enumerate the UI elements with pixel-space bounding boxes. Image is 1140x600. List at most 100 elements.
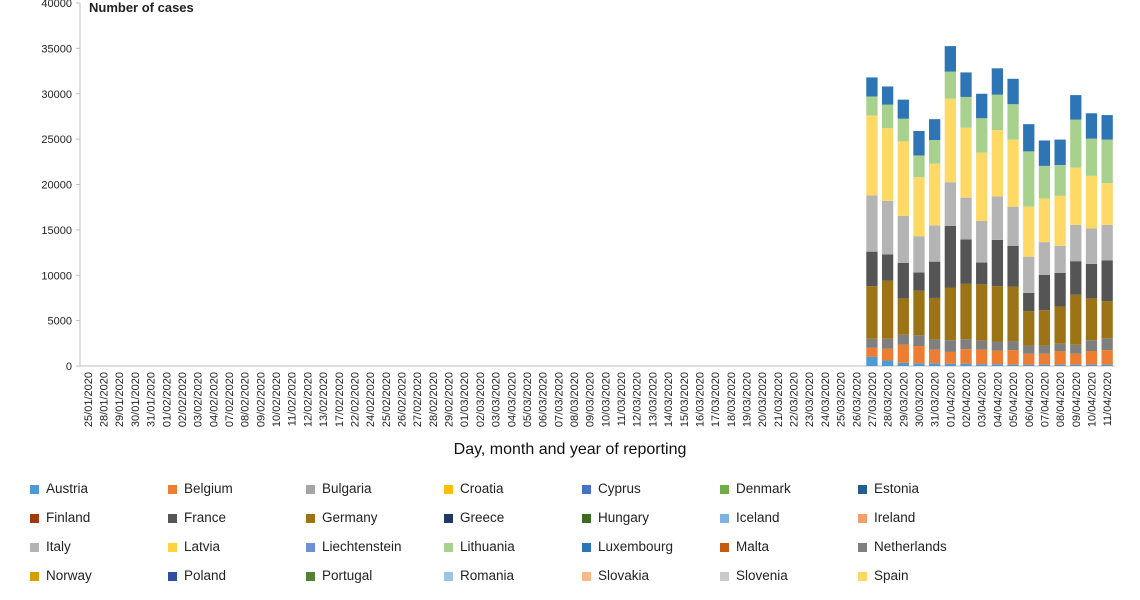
bar-segment [1054, 306, 1066, 344]
bar-segment [960, 363, 972, 366]
x-tick-label: 31/03/2020 [930, 372, 942, 427]
legend-label: Germany [322, 510, 378, 525]
x-tick-label: 12/02/2020 [302, 372, 314, 427]
bar-segment [1070, 261, 1082, 295]
legend-label: Greece [460, 510, 505, 525]
legend-swatch [30, 514, 39, 523]
legend-label: Cyprus [598, 481, 641, 496]
legend-swatch [30, 572, 39, 581]
x-tick-label: 28/01/2020 [99, 372, 111, 427]
x-tick-label: 05/04/2020 [1008, 372, 1020, 427]
bar-segment [1023, 353, 1035, 365]
x-tick-label: 09/03/2020 [585, 372, 597, 427]
bar-segment [913, 290, 925, 336]
bar-segment [1101, 364, 1113, 366]
x-tick-label: 06/03/2020 [538, 372, 550, 427]
legend-label: France [184, 510, 227, 525]
legend-swatch [306, 543, 315, 552]
legend-label: Croatia [460, 481, 504, 496]
y-tick-label: 0 [66, 361, 72, 373]
bar-segment [1101, 183, 1113, 225]
bar-segment [1007, 139, 1019, 207]
bar-segment [929, 225, 941, 262]
bar-segment [1054, 272, 1066, 307]
bar-segment [881, 280, 894, 339]
legend-swatch [30, 543, 39, 552]
bar-segment [976, 349, 988, 365]
x-tick-label: 02/03/2020 [475, 372, 487, 427]
bar-segment [897, 118, 909, 142]
bar-segment [1054, 164, 1066, 196]
x-tick-label: 04/02/2020 [208, 372, 220, 427]
bar-segment [960, 283, 972, 340]
bar-segment [1085, 228, 1098, 264]
y-tick-label: 15000 [41, 225, 72, 237]
bar-segment [944, 46, 956, 72]
x-tick-label: 07/04/2020 [1039, 372, 1051, 427]
bar-segment [1101, 115, 1113, 140]
bar-segment [1038, 165, 1051, 199]
x-tick-label: 11/03/2020 [616, 372, 628, 426]
legend-swatch [306, 485, 315, 494]
x-tick-label: 20/03/2020 [757, 372, 769, 427]
bar-segment [1023, 364, 1035, 366]
x-tick-label: 05/03/2020 [522, 372, 534, 427]
bar-segment [866, 356, 878, 366]
legend-label: Luxembourg [598, 539, 674, 554]
bar-segment [1023, 206, 1035, 257]
bar-segment [1101, 301, 1113, 339]
y-tick-label: 25000 [41, 134, 72, 146]
bar-segment [1085, 340, 1098, 352]
x-tick-label: 24/02/2020 [365, 372, 377, 427]
bar-segment [1085, 364, 1098, 366]
bar-segment [1054, 245, 1066, 273]
x-tick-label: 21/03/2020 [773, 372, 785, 427]
legend-label: Norway [46, 568, 92, 583]
x-tick-label: 06/04/2020 [1024, 372, 1036, 427]
x-tick-label: 08/03/2020 [569, 372, 581, 427]
y-tick-label: 30000 [41, 89, 72, 101]
x-tick-label: 31/01/2020 [146, 372, 158, 427]
bar-segment [1007, 245, 1019, 287]
x-tick-label: 11/04/2020 [1102, 372, 1114, 426]
bar-segment [929, 349, 941, 364]
bar-segment [881, 338, 894, 349]
bar-segment [1007, 364, 1019, 366]
x-tick-label: 01/04/2020 [945, 372, 957, 427]
legend-label: Netherlands [874, 539, 947, 554]
bar-segment [1007, 104, 1019, 140]
legend-swatch [720, 514, 729, 523]
bar-segment [1038, 140, 1051, 166]
bar-segment [1085, 351, 1098, 365]
bar-segment [1038, 310, 1051, 346]
bar-segment [976, 118, 988, 153]
legend-swatch [168, 543, 177, 552]
x-tick-label: 28/02/2020 [428, 372, 440, 427]
bar-segment [960, 127, 972, 198]
bar-segment [944, 340, 956, 352]
bar-segment [991, 130, 1004, 197]
legend-label: Romania [460, 568, 515, 583]
bar-segment [1101, 260, 1113, 302]
bar-segment [881, 104, 894, 129]
bar-segment [866, 195, 878, 252]
x-tick-label: 18/03/2020 [726, 372, 738, 427]
bar-segment [991, 341, 1004, 351]
x-tick-label: 25/02/2020 [381, 372, 393, 427]
bar-segment [881, 360, 894, 366]
bar-segment [944, 182, 956, 226]
bar-segment [944, 287, 956, 341]
bar-segment [1023, 345, 1035, 354]
y-tick-label: 5000 [48, 316, 72, 328]
legend-swatch [444, 543, 453, 552]
x-tick-label: 29/03/2020 [898, 372, 910, 427]
bar-segment [1070, 95, 1082, 120]
bar-segment [1101, 350, 1113, 365]
bar-segment [913, 335, 925, 347]
bar-segment [897, 362, 909, 366]
bar-segment [991, 196, 1004, 240]
bar-segment [1054, 139, 1066, 165]
legend-swatch [720, 543, 729, 552]
x-tick-label: 25/01/2020 [83, 372, 95, 427]
x-tick-label: 22/02/2020 [349, 372, 361, 427]
